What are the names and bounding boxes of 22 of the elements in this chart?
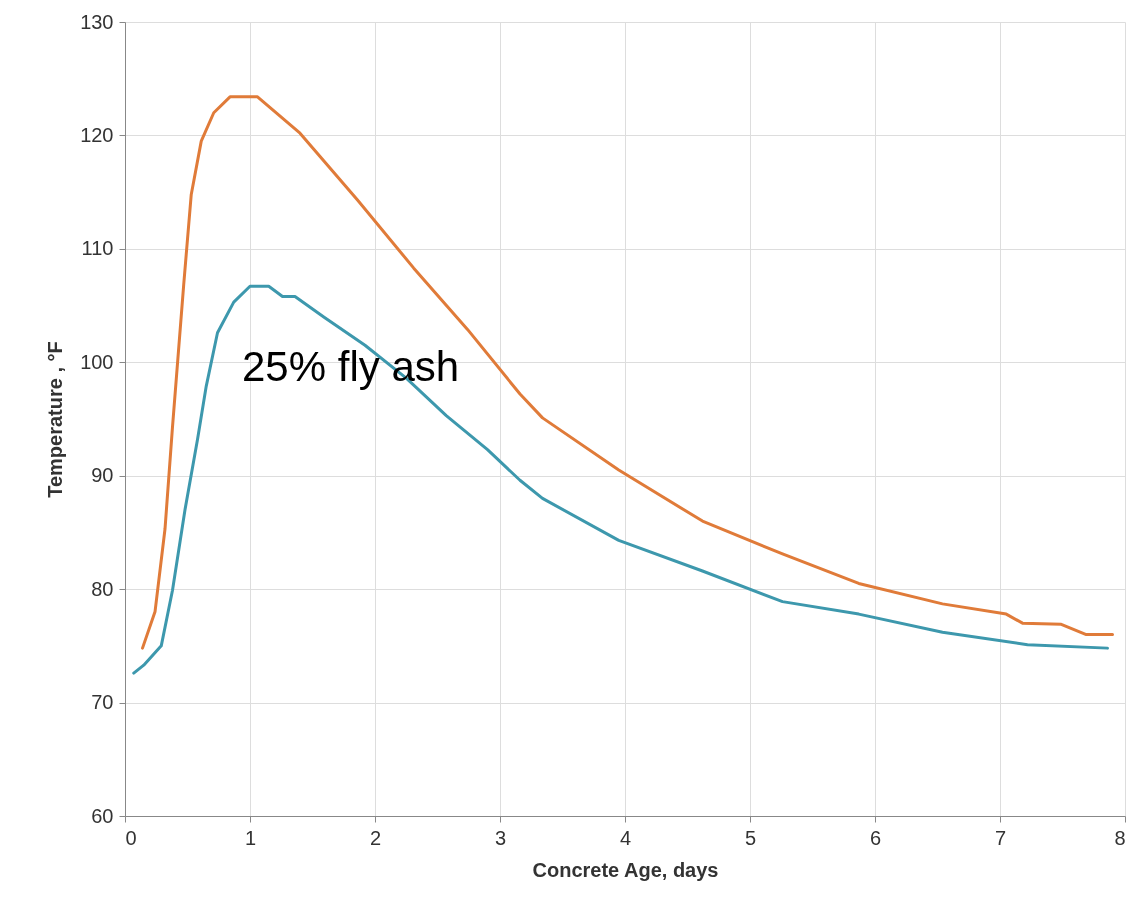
y-tick-label: 120 <box>80 123 114 146</box>
y-tick-label: 60 <box>91 804 114 827</box>
y-tick-label: 80 <box>91 577 114 600</box>
y-tick-label: 90 <box>91 464 114 487</box>
y-tick-label: 100 <box>80 350 114 373</box>
x-tick-label: 0 <box>125 826 137 849</box>
x-tick-label: 3 <box>494 826 507 849</box>
x-axis-title: Concrete Age, days <box>532 858 719 881</box>
line-series <box>132 284 1109 675</box>
x-tick-label: 7 <box>994 826 1007 849</box>
x-tick-label: 2 <box>369 826 382 849</box>
y-axis-title: Temperature , °F <box>44 341 67 498</box>
annotation: 25% fly ash <box>242 343 460 390</box>
line-series <box>141 95 1114 650</box>
y-tick-label: 130 <box>80 10 114 33</box>
x-tick-label: 1 <box>244 826 257 849</box>
x-tick-label: 6 <box>869 826 882 849</box>
y-tick-label: 70 <box>91 691 114 714</box>
x-tick-label: 5 <box>744 826 757 849</box>
y-tick-label: 110 <box>81 237 114 260</box>
x-tick-label: 8 <box>1114 826 1126 849</box>
x-tick-label: 4 <box>619 826 632 849</box>
